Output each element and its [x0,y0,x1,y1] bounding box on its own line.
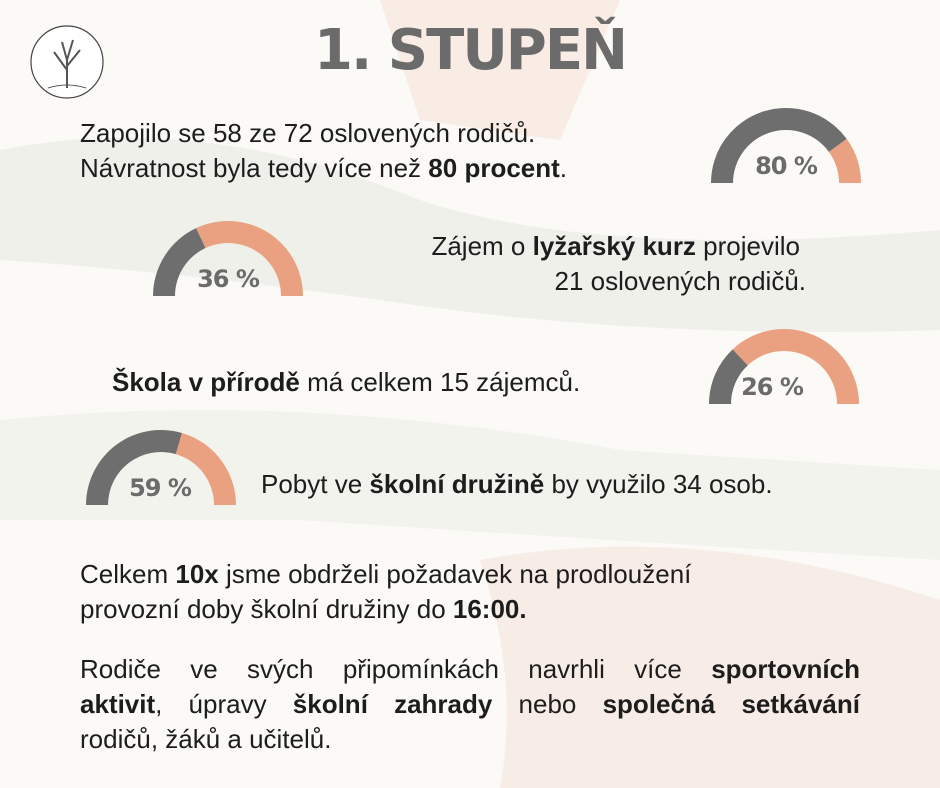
text-line: provozní doby školní družiny do 16:00. [80,592,527,626]
text: Návratnost byla tedy více než [80,153,429,183]
text: Zapojilo se 58 ze 72 oslovených rodičů. [80,118,536,148]
bold-text: 10x [175,559,219,589]
bold-text: aktivit [80,689,156,719]
gauge-value [709,349,748,404]
bold-text: lyžařský kurz [532,231,696,261]
text-line: Pobyt ve školní družině by využilo 34 os… [261,467,773,501]
text: . [559,153,568,183]
text-line: Zájem o lyžařský kurz projevilo [431,229,800,263]
bold-text: školní družině [369,469,545,499]
gauge-label: 26 % [741,373,804,401]
bold-text: 80 procent [428,153,560,183]
bold-text: školní zahrady [292,689,493,719]
text: Pobyt ve [261,469,370,499]
gauge-value [711,108,847,183]
bold-text: sportovních [711,654,860,684]
gauge-label: 36 % [197,265,260,293]
text-line: Celkem 10x jsme obdrželi požadavek na pr… [80,557,691,591]
text-line: Škola v přírodě má celkem 15 zájemců. [112,365,580,399]
text: Rodiče ve svých připomínkách navrhli víc… [80,654,712,684]
text-line: rodičů, žáků a učitelů. [80,722,331,756]
title: 1. STUPEŇ [314,18,628,83]
text: provozní doby školní družiny do [80,594,453,624]
text: projevilo [695,231,800,261]
gauge-label: 80 % [755,152,818,180]
text: Zájem o [431,231,533,261]
text-line: Návratnost byla tedy více než 80 procent… [80,151,567,185]
bold-text: společná setkávání [602,689,860,719]
text: , úpravy [155,689,293,719]
gauge-track [828,138,861,183]
bold-text: 16:00. [452,594,527,624]
gauge-track [732,328,859,404]
text: by využilo 34 osob. [544,469,773,499]
text: má celkem 15 zájemců. [299,367,581,397]
text: rodičů, žáků a učitelů. [80,724,332,754]
text-line: Rodiče ve svých připomínkách navrhli víc… [80,652,860,686]
text-line: Zapojilo se 58 ze 72 oslovených rodičů. [80,116,535,150]
text-line: aktivit, úpravy školní zahrady nebo spol… [80,687,860,721]
gauge-track [175,432,237,505]
text-line: 21 oslovených rodičů. [555,264,806,298]
text: Celkem [80,559,176,589]
gauge-value [153,228,206,296]
gauge-value [86,430,182,505]
gauge-track [196,221,303,296]
text: 21 oslovených rodičů. [554,266,806,296]
bold-text: Škola v přírodě [112,367,300,397]
gauge-label: 59 % [129,474,192,502]
text: jsme obdrželi požadavek na prodloužení [218,559,692,589]
text: nebo [492,689,603,719]
